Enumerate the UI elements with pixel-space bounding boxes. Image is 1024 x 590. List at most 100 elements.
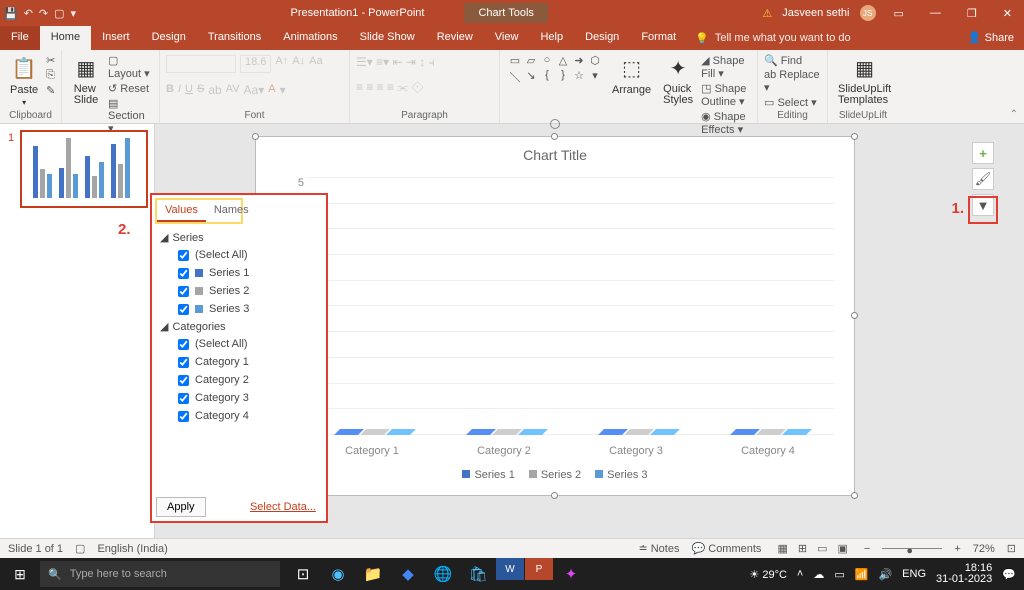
slide-thumbnail[interactable]: 1 (20, 130, 148, 208)
ribbon: 📋Paste▾ ✂⎘✎ Clipboard ▦New Slide ▢ Layou… (0, 50, 1024, 124)
taskbar-search[interactable]: 🔍Type here to search (40, 561, 280, 587)
zoom-out-icon[interactable]: − (864, 543, 870, 555)
reading-view-icon[interactable]: ▭ (813, 542, 831, 555)
normal-view-icon[interactable]: ▦ (773, 542, 791, 555)
share-button[interactable]: 👤 Share (958, 26, 1024, 50)
filter-series-header[interactable]: ◢ Series (160, 229, 318, 246)
word-icon[interactable]: W (496, 558, 524, 580)
select-button[interactable]: ▭ Select ▾ (764, 96, 821, 109)
doc-title: Presentation1 - PowerPoint (291, 7, 425, 19)
tab-home[interactable]: Home (40, 26, 91, 50)
slideshow-view-icon[interactable]: ▣ (833, 542, 851, 555)
slide-panel: 1 (0, 124, 155, 538)
annotation-label-1: 1. (951, 200, 964, 217)
weather[interactable]: ☀ 29°C (749, 568, 787, 581)
chart-styles-button[interactable]: 🖌 (972, 168, 994, 190)
tab-review[interactable]: Review (426, 26, 484, 50)
store-icon[interactable]: 🛍 (461, 558, 495, 590)
apply-button[interactable]: Apply (156, 497, 206, 517)
layout-button[interactable]: ▢ Layout ▾ (108, 54, 153, 80)
language-indicator[interactable]: ENG (902, 568, 926, 580)
select-data-link[interactable]: Select Data... (250, 501, 322, 513)
chart-elements-button[interactable]: + (972, 142, 994, 164)
wifi-icon[interactable]: 📶 (855, 568, 869, 581)
copy-icon[interactable]: ⎘ (46, 69, 55, 82)
redo-icon[interactable]: ↷ (39, 7, 48, 20)
cut-icon[interactable]: ✂ (46, 54, 55, 67)
onedrive-icon[interactable]: ☁ (813, 568, 824, 581)
filter-categories-header[interactable]: ◢ Categories (160, 318, 318, 335)
format-painter-icon[interactable]: ✎ (46, 84, 55, 97)
chart-tools-label: Chart Tools (464, 3, 547, 23)
avatar[interactable]: JS (860, 5, 876, 21)
save-icon[interactable]: 💾 (4, 7, 18, 20)
volume-icon[interactable]: 🔊 (878, 568, 892, 581)
shapes-gallery[interactable]: ▭▱○△➜⬡＼↘{}☆▾ (506, 52, 604, 87)
rotate-handle[interactable] (550, 119, 560, 129)
find-button[interactable]: 🔍 Find (764, 54, 821, 67)
annotation-label-2: 2. (118, 221, 131, 238)
collapse-ribbon-icon[interactable]: ⌃ (1010, 109, 1018, 120)
undo-icon[interactable]: ↶ (24, 7, 33, 20)
tab-animations[interactable]: Animations (272, 26, 348, 50)
taskbar: ⊞ 🔍Type here to search ⊡ ◉ 📁 ◆ 🌐 🛍 W P ✦… (0, 558, 1024, 590)
user-name[interactable]: Jasveen sethi (782, 7, 849, 19)
start-icon[interactable]: ▢ (54, 7, 64, 20)
slide-counter[interactable]: Slide 1 of 1 (8, 543, 63, 555)
menu-bar: File Home Insert Design Transitions Anim… (0, 26, 1024, 50)
paste-button[interactable]: 📋Paste▾ (6, 52, 42, 109)
tab-transitions[interactable]: Transitions (197, 26, 272, 50)
arrange-button[interactable]: ⬚Arrange (608, 52, 655, 98)
cat-select-all[interactable] (178, 339, 189, 350)
replace-button[interactable]: ab Replace ▾ (764, 69, 821, 94)
language-status[interactable]: English (India) (97, 543, 167, 555)
title-bar: 💾 ↶ ↷ ▢ ▾ Presentation1 - PowerPoint Cha… (0, 0, 1024, 26)
tell-me[interactable]: 💡Tell me what you want to do (687, 26, 958, 50)
status-bar: Slide 1 of 1 ▢ English (India) ≐ Notes 💬… (0, 538, 1024, 558)
minimize-icon[interactable]: — (922, 7, 949, 19)
powerpoint-icon[interactable]: P (525, 558, 553, 580)
tab-design[interactable]: Design (141, 26, 197, 50)
fit-icon[interactable]: ⊡ (1007, 542, 1016, 555)
tab-insert[interactable]: Insert (91, 26, 141, 50)
reset-button[interactable]: ↺ Reset (108, 82, 153, 95)
quick-styles-button[interactable]: ✦Quick Styles (659, 52, 697, 108)
designer-icon[interactable]: ✦ (554, 558, 588, 590)
filter-tab-values[interactable]: Values (157, 200, 206, 222)
restore-icon[interactable]: ❐ (959, 7, 985, 20)
tab-help[interactable]: Help (529, 26, 574, 50)
start-button[interactable]: ⊞ (0, 566, 40, 583)
tab-chartdesign[interactable]: Design (574, 26, 630, 50)
tab-slideshow[interactable]: Slide Show (349, 26, 426, 50)
filter-tab-names[interactable]: Names (206, 200, 257, 222)
new-slide-button[interactable]: ▦New Slide (68, 52, 104, 108)
sorter-view-icon[interactable]: ⊞ (794, 542, 811, 555)
shape-outline-button[interactable]: ◳ Shape Outline ▾ (701, 82, 751, 108)
tab-format[interactable]: Format (630, 26, 687, 50)
zoom-level[interactable]: 72% (973, 543, 995, 555)
notes-button[interactable]: ≐ Notes (638, 542, 679, 555)
zoom-in-icon[interactable]: + (954, 543, 960, 555)
spell-check-icon[interactable]: ▢ (75, 542, 85, 555)
slideuplift-button[interactable]: ▦SlideUpLift Templates (834, 52, 895, 108)
meet-now-icon[interactable]: ▭ (834, 568, 844, 581)
ribbon-options-icon[interactable]: ▭ (886, 7, 912, 20)
explorer-icon[interactable]: 📁 (356, 558, 390, 590)
edge-icon[interactable]: ◉ (321, 558, 355, 590)
annotation-box-1 (968, 196, 998, 224)
tab-file[interactable]: File (0, 26, 40, 50)
task-view-icon[interactable]: ⊡ (286, 558, 320, 590)
series-select-all[interactable] (178, 250, 189, 261)
shape-fill-button[interactable]: ◢ Shape Fill ▾ (701, 54, 751, 80)
chart-title[interactable]: Chart Title (256, 137, 854, 167)
tab-view[interactable]: View (484, 26, 530, 50)
close-icon[interactable]: ✕ (995, 7, 1020, 20)
chart-filter-pane: Values Names ◢ Series (Select All) Serie… (150, 193, 328, 523)
app-icon[interactable]: ◆ (391, 558, 425, 590)
notifications-icon[interactable]: 💬 (1002, 568, 1016, 581)
chart-object[interactable]: Chart Title 00.511.522.533.544.55 Catego… (255, 136, 855, 496)
tray-chevron-icon[interactable]: ˄ (797, 568, 803, 580)
comments-button[interactable]: 💬 Comments (691, 542, 761, 555)
clock[interactable]: 18:1631-01-2023 (936, 563, 992, 585)
chrome-icon[interactable]: 🌐 (426, 558, 460, 590)
